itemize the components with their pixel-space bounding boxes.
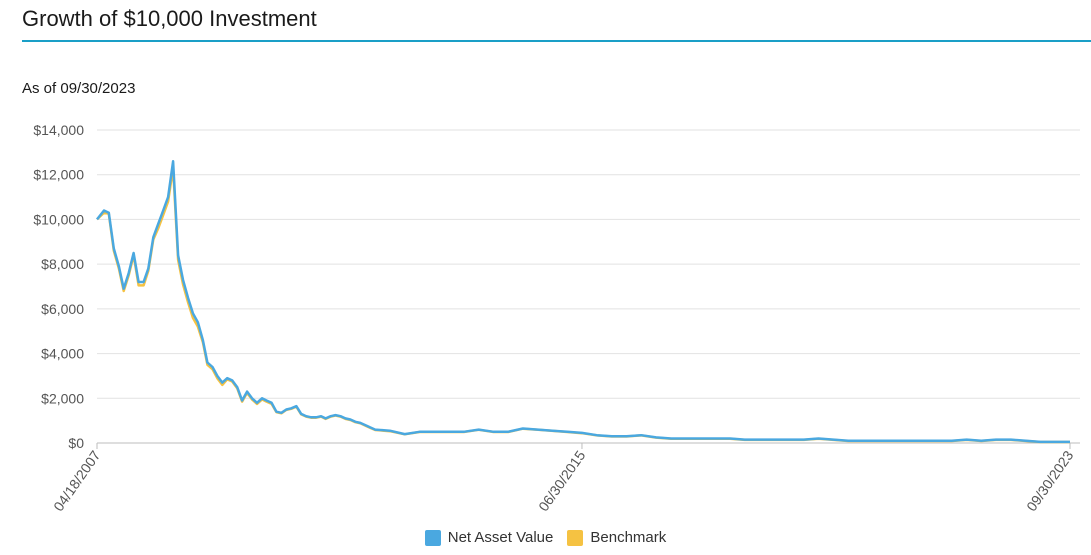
- series-line-nav: [96, 160, 1070, 444]
- y-tick-label: $4,000: [41, 346, 84, 362]
- y-tick-label: $10,000: [33, 211, 84, 227]
- legend-label-nav: Net Asset Value: [447, 529, 554, 546]
- legend-label-benchmark: Benchmark: [590, 529, 667, 546]
- x-tick-label: 04/18/2007: [50, 447, 103, 514]
- x-axis-ticks: 04/18/2007 06/30/2015 09/30/2023: [50, 443, 1077, 514]
- legend-item-benchmark[interactable]: Benchmark: [567, 529, 666, 546]
- y-tick-label: $0: [68, 435, 84, 451]
- y-tick-label: $12,000: [33, 167, 84, 183]
- y-tick-label: $8,000: [41, 256, 84, 272]
- series-lines: [96, 160, 1070, 444]
- x-tick-label: 06/30/2015: [535, 447, 588, 514]
- legend-item-nav[interactable]: Net Asset Value: [424, 529, 554, 546]
- chart-title: Growth of $10,000 Investment: [22, 6, 317, 31]
- y-axis-ticks: $0 $2,000 $4,000 $6,000 $8,000 $10,000 $12,000…: [33, 122, 84, 451]
- title-underline: [22, 40, 1091, 42]
- y-tick-label: $2,000: [41, 390, 84, 406]
- y-tick-label: $14,000: [33, 122, 84, 138]
- benchmark-swatch-icon: [567, 529, 584, 546]
- chart-legend: Net Asset Value Benchmark: [0, 529, 1091, 546]
- x-tick-label: 09/30/2023: [1023, 447, 1076, 514]
- growth-line-chart: $0 $2,000 $4,000 $6,000 $8,000 $10,000 $12,000…: [33, 122, 1080, 514]
- nav-swatch-icon: [424, 529, 441, 546]
- y-tick-label: $6,000: [41, 301, 84, 317]
- as-of-date: As of 09/30/2023: [22, 80, 136, 97]
